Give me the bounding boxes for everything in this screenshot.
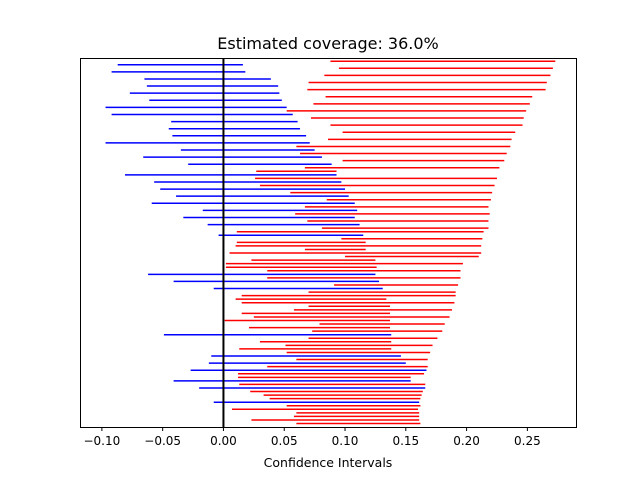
plot-frame — [80, 58, 577, 428]
x-tick-label: 0.20 — [453, 434, 480, 448]
x-tick-label: −0.10 — [83, 434, 120, 448]
x-tick-label: 0.10 — [332, 434, 359, 448]
x-tick-label: 0.15 — [392, 434, 419, 448]
intervals-layer — [105, 60, 556, 425]
x-axis-ticks: −0.10 −0.05 0.00 0.05 0.10 0.15 0.20 0.25 — [83, 427, 541, 448]
chart-title: Estimated coverage: 36.0% — [217, 34, 439, 53]
x-axis-label: Confidence Intervals — [264, 455, 393, 470]
x-tick-label: 0.00 — [210, 434, 237, 448]
x-tick-label: −0.05 — [144, 434, 181, 448]
x-tick-label: 0.25 — [514, 434, 541, 448]
x-tick-label: 0.05 — [271, 434, 298, 448]
